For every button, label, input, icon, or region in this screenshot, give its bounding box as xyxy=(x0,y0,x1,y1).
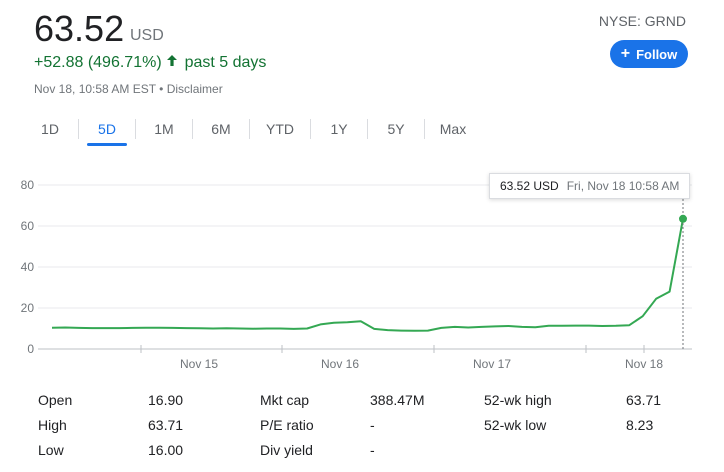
range-tab-max[interactable]: Max xyxy=(439,121,467,137)
range-divider xyxy=(424,119,425,139)
stock-price: 63.52 xyxy=(34,8,125,49)
change-period: past 5 days xyxy=(184,54,267,71)
stat-label-pe-ratio: P/E ratio xyxy=(260,417,314,433)
y-axis-tick-label: 20 xyxy=(21,301,35,315)
stat-value-div-yield: - xyxy=(370,442,375,458)
stat-value-52wk-high: 63.71 xyxy=(626,392,662,408)
hover-point xyxy=(679,214,687,223)
range-divider xyxy=(367,119,368,139)
chart-tooltip: 63.52 USD Fri, Nov 18 10:58 AM xyxy=(489,173,691,199)
tooltip-date: Fri, Nov 18 10:58 AM xyxy=(566,179,680,193)
stat-label-mkt-cap: Mkt cap xyxy=(260,392,310,408)
range-divider xyxy=(78,119,79,139)
x-axis-tick-label: Nov 15 xyxy=(180,357,218,371)
x-axis-tick-label: Nov 18 xyxy=(625,357,663,371)
plus-icon: + xyxy=(620,45,631,62)
stat-value-high: 63.71 xyxy=(148,417,184,433)
price-currency: USD xyxy=(130,27,164,44)
ticker-symbol: NYSE: GRND xyxy=(598,13,686,29)
y-axis-tick-label: 60 xyxy=(21,219,35,233)
follow-label: Follow xyxy=(636,46,678,62)
x-axis-tick-label: Nov 17 xyxy=(473,357,511,371)
stat-value-mkt-cap: 388.47M xyxy=(370,392,425,408)
range-divider xyxy=(192,119,193,139)
range-tab-1d[interactable]: 1D xyxy=(41,121,59,137)
range-tab-1m[interactable]: 1M xyxy=(154,121,174,137)
range-tab-1y[interactable]: 1Y xyxy=(330,121,348,137)
price-chart[interactable]: 80 60 40 20 0 Nov 15 Nov 16 Nov 17 Nov 18 xyxy=(0,160,724,380)
range-tab-5d[interactable]: 5D xyxy=(79,114,135,146)
follow-button[interactable]: + Follow xyxy=(610,40,688,68)
stat-label-high: High xyxy=(38,417,67,433)
range-tab-ytd[interactable]: YTD xyxy=(266,121,294,137)
range-divider xyxy=(135,119,136,139)
time-range-tabs: 1D 5D 1M 6M YTD 1Y 5Y Max xyxy=(22,114,481,146)
price-line xyxy=(51,218,684,332)
range-tab-5y[interactable]: 5Y xyxy=(387,121,405,137)
range-divider xyxy=(310,119,311,139)
y-axis-tick-label: 40 xyxy=(21,260,35,274)
arrow-up-icon xyxy=(166,54,180,72)
quote-timestamp: Nov 18, 10:58 AM EST • Disclaimer xyxy=(34,82,223,96)
range-divider xyxy=(249,119,250,139)
stat-value-pe-ratio: - xyxy=(370,417,375,433)
x-axis-tick-label: Nov 16 xyxy=(321,357,359,371)
stat-label-low: Low xyxy=(38,442,64,458)
range-tab-6m[interactable]: 6M xyxy=(211,121,231,137)
price-change: +52.88 (496.71%) past 5 days xyxy=(34,54,266,72)
stat-value-open: 16.90 xyxy=(148,392,184,408)
change-amount: +52.88 (496.71%) xyxy=(34,54,162,71)
y-axis-tick-label: 80 xyxy=(21,178,35,192)
stat-value-low: 16.00 xyxy=(148,442,184,458)
tooltip-value: 63.52 USD xyxy=(500,179,559,193)
stat-label-div-yield: Div yield xyxy=(260,442,313,458)
stat-label-open: Open xyxy=(38,392,73,408)
stat-label-52wk-high: 52-wk high xyxy=(484,392,552,408)
stat-label-52wk-low: 52-wk low xyxy=(484,417,547,433)
y-axis-tick-label: 0 xyxy=(27,342,34,356)
stat-value-52wk-low: 8.23 xyxy=(626,417,654,433)
